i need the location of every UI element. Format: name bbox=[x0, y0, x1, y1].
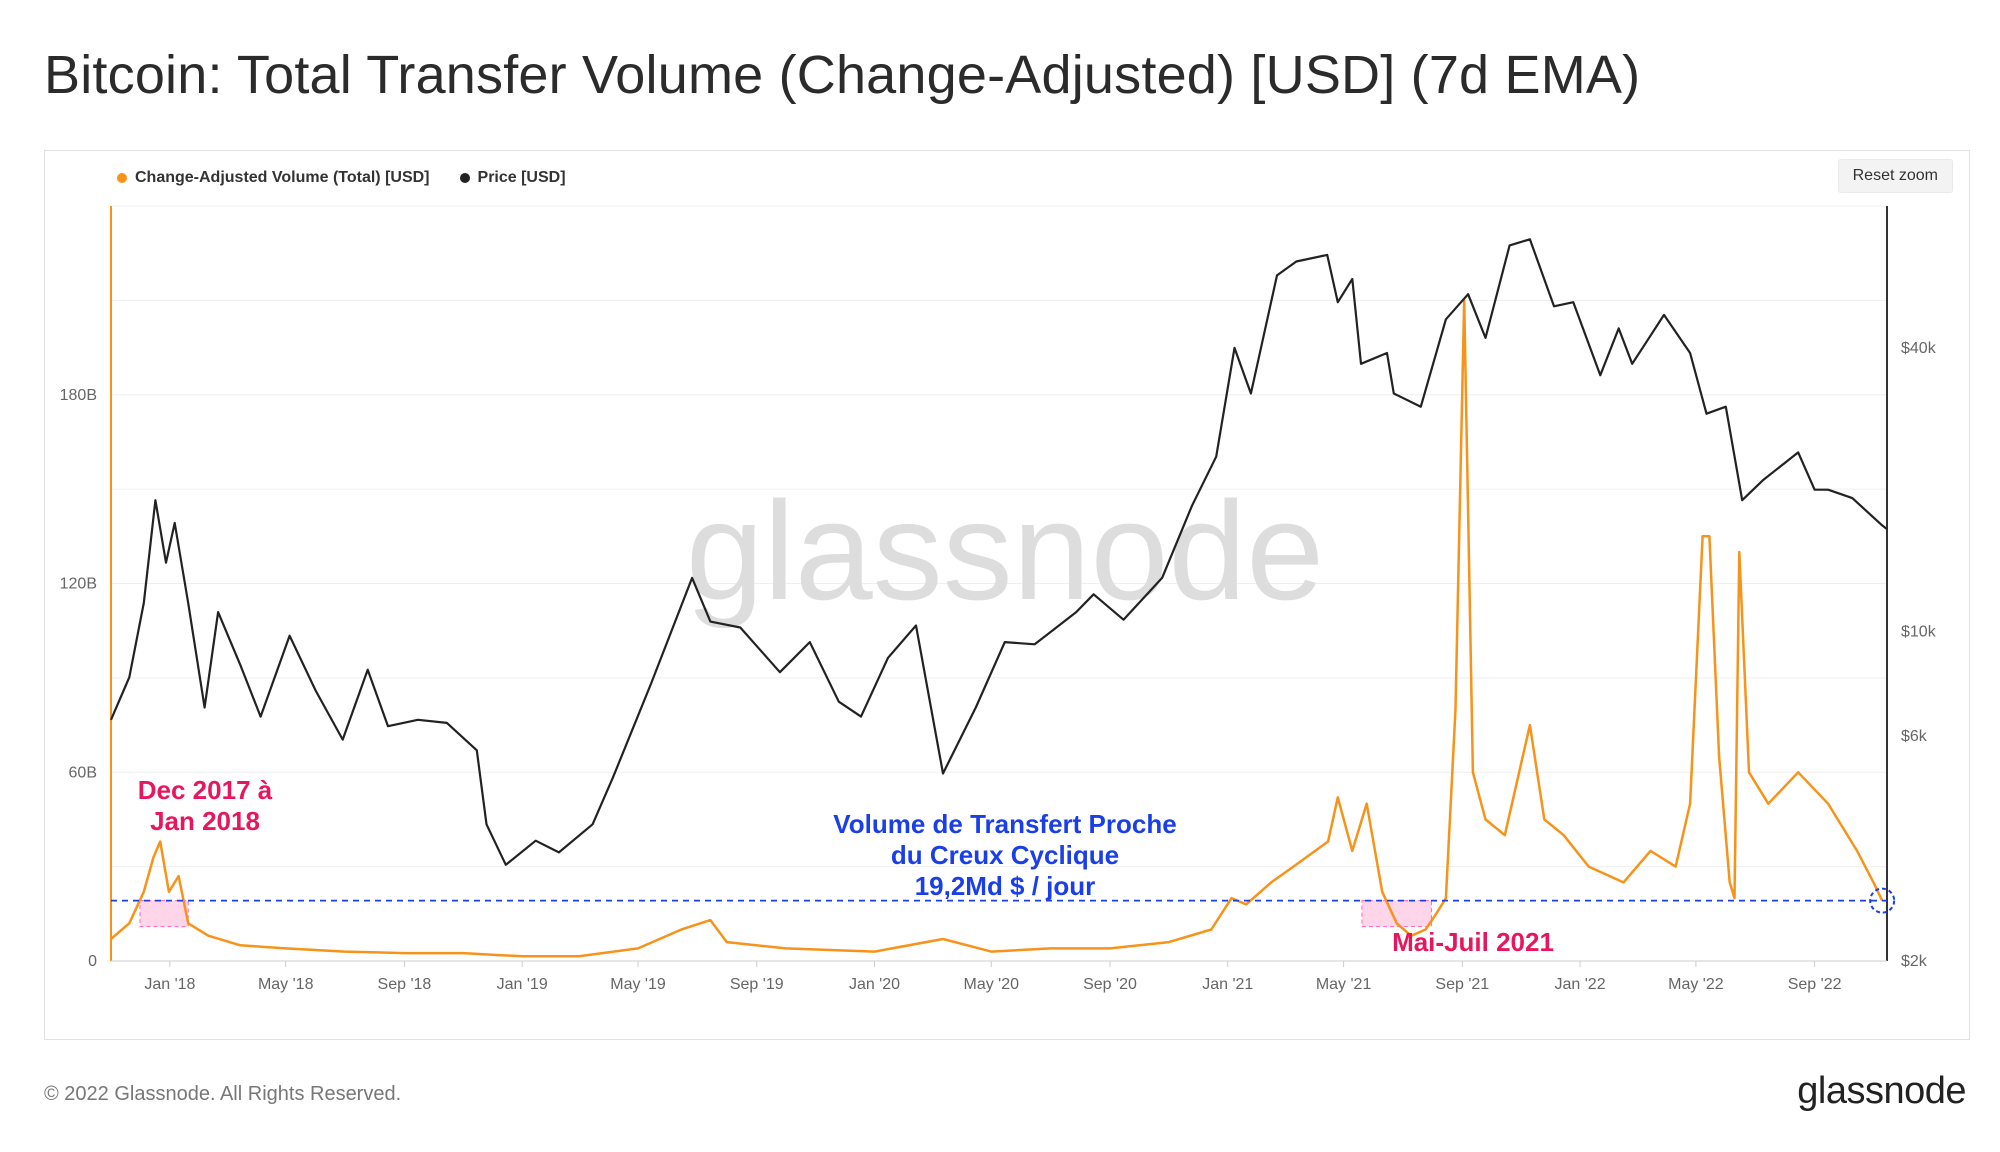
x-tick-label: Sep '19 bbox=[730, 976, 784, 993]
chart-legend: Change-Adjusted Volume (Total) [USD] Pri… bbox=[117, 169, 566, 187]
footer-logo[interactable]: glassnode bbox=[1797, 1070, 1966, 1112]
x-tick-label: Jan '21 bbox=[1202, 976, 1253, 993]
annotation-line: Dec 2017 à bbox=[138, 775, 273, 805]
y-tick-right: $6k bbox=[1901, 728, 1928, 745]
chart-axes bbox=[110, 206, 1888, 962]
y-axis-right-ticks: $2k $6k $10k $40k bbox=[1901, 340, 1937, 970]
annotation-2: Volume de Transfert Proche du Creux Cycli… bbox=[833, 809, 1176, 901]
legend-price-label: Price [USD] bbox=[477, 169, 566, 186]
x-tick-label: May '22 bbox=[1668, 976, 1724, 993]
legend-item-price[interactable]: Price [USD] bbox=[459, 169, 566, 187]
y-tick-left: 0 bbox=[88, 953, 97, 970]
highlight-region-1 bbox=[139, 900, 189, 928]
annotation-3: Mai-Juil 2021 bbox=[1392, 927, 1554, 957]
y-tick-left: 180B bbox=[60, 387, 97, 404]
x-tick-label: Jan '22 bbox=[1555, 976, 1606, 993]
chart-annotations: Dec 2017 à Jan 2018 Volume de Transfert Pr… bbox=[138, 775, 1554, 957]
x-tick-label: Sep '20 bbox=[1083, 976, 1137, 993]
x-tick-label: Sep '21 bbox=[1435, 976, 1489, 993]
y-tick-left: 60B bbox=[69, 764, 97, 781]
series-lines bbox=[109, 238, 1888, 958]
series-line-volume bbox=[110, 299, 1884, 958]
x-tick-label: Jan '20 bbox=[849, 976, 900, 993]
x-axis-ticks: Jan '18 May '18 Sep '18 Jan '19 May '19 Sep '… bbox=[144, 961, 1842, 993]
y-axis-left-ticks: 0 60B 120B 180B bbox=[60, 387, 97, 970]
annotation-line: Volume de Transfert Proche bbox=[833, 809, 1176, 839]
annotation-line: Mai-Juil 2021 bbox=[1392, 927, 1554, 957]
x-tick-label: Sep '22 bbox=[1788, 976, 1842, 993]
annotation-1: Dec 2017 à Jan 2018 bbox=[138, 775, 273, 836]
legend-volume-label: Change-Adjusted Volume (Total) [USD] bbox=[135, 169, 430, 186]
y-tick-right: $40k bbox=[1901, 340, 1937, 357]
threshold-marker-circle-icon bbox=[1869, 887, 1896, 914]
series-line-price bbox=[109, 238, 1888, 866]
chart-panel: Change-Adjusted Volume (Total) [USD] Pri… bbox=[44, 150, 1970, 1040]
x-tick-label: Sep '18 bbox=[378, 976, 432, 993]
legend-price-dot-icon bbox=[459, 173, 470, 183]
y-tick-left: 120B bbox=[60, 576, 97, 593]
x-tick-label: May '19 bbox=[610, 976, 666, 993]
legend-item-volume[interactable]: Change-Adjusted Volume (Total) [USD] bbox=[117, 169, 430, 187]
legend-volume-dot-icon bbox=[117, 173, 127, 183]
x-tick-label: May '18 bbox=[258, 976, 314, 993]
x-tick-label: May '21 bbox=[1316, 976, 1372, 993]
y-tick-right: $2k bbox=[1901, 953, 1928, 970]
watermark-text: glassnode bbox=[686, 472, 1324, 629]
x-tick-label: Jan '19 bbox=[497, 976, 548, 993]
reset-zoom-button[interactable]: Reset zoom bbox=[1837, 159, 1953, 193]
page-title: Bitcoin: Total Transfer Volume (Change-A… bbox=[44, 45, 1641, 105]
x-tick-label: Jan '18 bbox=[144, 976, 195, 993]
chart-canvas: glassnode 0 60B 120B 180B $2k $6k $10k $40k Ja… bbox=[60, 205, 1937, 993]
annotation-line: Jan 2018 bbox=[150, 806, 260, 836]
annotation-line: 19,2Md $ / jour bbox=[915, 871, 1096, 901]
annotation-line: du Creux Cyclique bbox=[891, 840, 1119, 870]
y-tick-right: $10k bbox=[1901, 624, 1937, 641]
highlight-regions bbox=[139, 900, 1432, 928]
threshold-line bbox=[111, 887, 1896, 914]
x-tick-label: May '20 bbox=[964, 976, 1020, 993]
footer-copyright: © 2022 Glassnode. All Rights Reserved. bbox=[44, 1083, 402, 1105]
